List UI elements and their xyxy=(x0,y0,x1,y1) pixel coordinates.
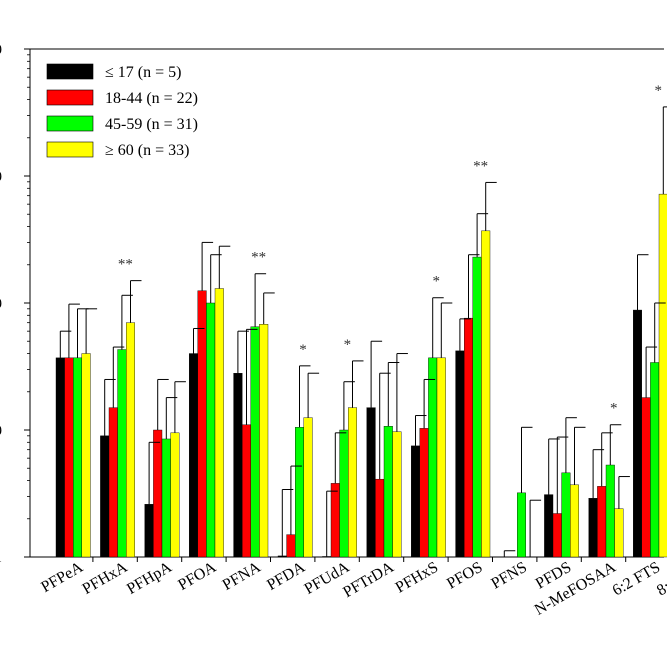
bar-pftrda-0 xyxy=(366,407,376,558)
bar-pfhxa-3 xyxy=(125,322,135,558)
y-axis-ticks: 1 10 100 1000 10000 xyxy=(0,42,30,566)
bar-pftrda-2 xyxy=(383,426,393,558)
bar-6-2-fts-3 xyxy=(658,193,667,558)
bar-pftrda-1 xyxy=(375,478,385,558)
bar-pfhxa-1 xyxy=(108,407,118,558)
bar-pfna-0 xyxy=(233,373,243,558)
bar-pfos-3 xyxy=(481,230,491,558)
bar-pfna-3 xyxy=(259,324,269,558)
x-label-pfpea: PFPeA xyxy=(38,559,86,597)
x-label-pfoa: PFOA xyxy=(175,559,219,594)
x-label-pfos: PFOS xyxy=(444,559,486,593)
legend-swatch-3 xyxy=(46,141,94,158)
x-label-pfda: PFDA xyxy=(264,559,308,594)
significance-pfda: * xyxy=(299,342,307,358)
bar-pfhxs-1 xyxy=(419,428,429,558)
bar-pfuda-3 xyxy=(348,407,358,558)
y-tick-label: 1000 xyxy=(0,169,2,185)
bar-n-mefosaa-0 xyxy=(588,498,598,558)
bar-pfos-2 xyxy=(472,256,482,558)
bar-pfhxa-0 xyxy=(100,435,110,558)
bar-pfos-0 xyxy=(455,350,465,558)
legend-swatch-0 xyxy=(46,63,94,80)
bar-pfpea-0 xyxy=(55,357,65,558)
bar-pfhxa-2 xyxy=(117,349,127,558)
significance-annotations: ** *** ****** xyxy=(118,83,662,417)
bar-pfhxs-0 xyxy=(411,445,421,558)
bar-pfhpa-3 xyxy=(170,432,180,558)
legend-label-2: 45-59 (n = 31) xyxy=(105,116,198,133)
bar-n-mefosaa-1 xyxy=(597,486,607,558)
significance-6-2-fts: * xyxy=(654,83,662,99)
bar-n-mefosaa-2 xyxy=(605,464,615,558)
legend-label-1: 18-44 (n = 22) xyxy=(105,90,198,107)
legend-swatch-2 xyxy=(46,115,94,132)
bar-pfds-1 xyxy=(552,513,562,558)
bar-pfhpa-1 xyxy=(153,429,163,558)
legend-swatch-1 xyxy=(46,89,94,106)
bar-pfhpa-0 xyxy=(144,504,154,558)
legend: ≤ 17 (n = 5) 18-44 (n = 22) 45-59 (n = 31)… xyxy=(46,63,198,159)
bar-pfds-2 xyxy=(561,472,571,558)
y-tick-label: 1 xyxy=(0,550,2,566)
significance-pfhxs: * xyxy=(432,274,440,290)
bar-pfds-0 xyxy=(544,494,554,558)
significance-pfhxa: ** xyxy=(118,257,133,273)
bar-pfhpa-2 xyxy=(161,438,171,558)
y-tick-label: 100 xyxy=(0,296,2,312)
bar-pfoa-3 xyxy=(214,288,224,558)
bar-pfoa-1 xyxy=(197,290,207,558)
legend-label-3: ≥ 60 (n = 33) xyxy=(105,142,189,159)
legend-label-0: ≤ 17 (n = 5) xyxy=(105,64,181,81)
bar-6-2-fts-1 xyxy=(641,397,651,558)
bar-pfpea-2 xyxy=(72,357,82,558)
bar-6-2-fts-2 xyxy=(650,362,660,558)
significance-pfuda: * xyxy=(344,337,352,353)
bar-pfpea-1 xyxy=(64,357,74,558)
x-label-pftrda: PFTrDA xyxy=(340,559,397,602)
bar-pfuda-1 xyxy=(330,483,340,558)
error-bars xyxy=(59,106,667,562)
bar-pfds-3 xyxy=(570,484,580,558)
bar-pfpea-3 xyxy=(81,353,91,558)
x-label-pfhxa: PFHxA xyxy=(80,559,131,598)
bar-pfna-2 xyxy=(250,326,260,558)
x-label-pfns: PFNS xyxy=(488,559,530,593)
significance-n-mefosaa: * xyxy=(610,401,618,417)
bar-pfda-0 xyxy=(277,555,287,558)
significance-pfos: ** xyxy=(473,158,488,174)
bar-pfns-2 xyxy=(517,492,527,558)
bar-pfoa-2 xyxy=(206,302,216,558)
bar-pfna-1 xyxy=(241,424,251,558)
x-label-pfhxs: PFHxS xyxy=(393,559,442,597)
bar-pfuda-0 xyxy=(322,556,332,558)
bar-pfoa-0 xyxy=(188,353,198,558)
bar-pfda-1 xyxy=(286,534,296,558)
bar-pfhxs-3 xyxy=(436,357,446,558)
x-label-pfhpa: PFHpA xyxy=(124,559,175,598)
bars xyxy=(55,193,667,558)
bar-pfhxs-2 xyxy=(428,357,438,558)
bar-pfda-3 xyxy=(303,417,313,558)
bar-pfos-1 xyxy=(464,317,474,558)
bar-pfda-2 xyxy=(295,427,305,558)
bar-6-2-fts-0 xyxy=(633,309,643,558)
y-tick-label: 10000 xyxy=(0,42,2,58)
bar-n-mefosaa-3 xyxy=(614,508,624,558)
x-label-pfna: PFNA xyxy=(220,559,264,594)
x-label-6-2-fts: 6:2 FTS xyxy=(610,559,664,600)
bar-pfuda-2 xyxy=(339,429,349,558)
y-tick-label: 10 xyxy=(0,423,2,439)
bar-pftrda-3 xyxy=(392,431,402,558)
significance-pfna: ** xyxy=(251,250,266,266)
